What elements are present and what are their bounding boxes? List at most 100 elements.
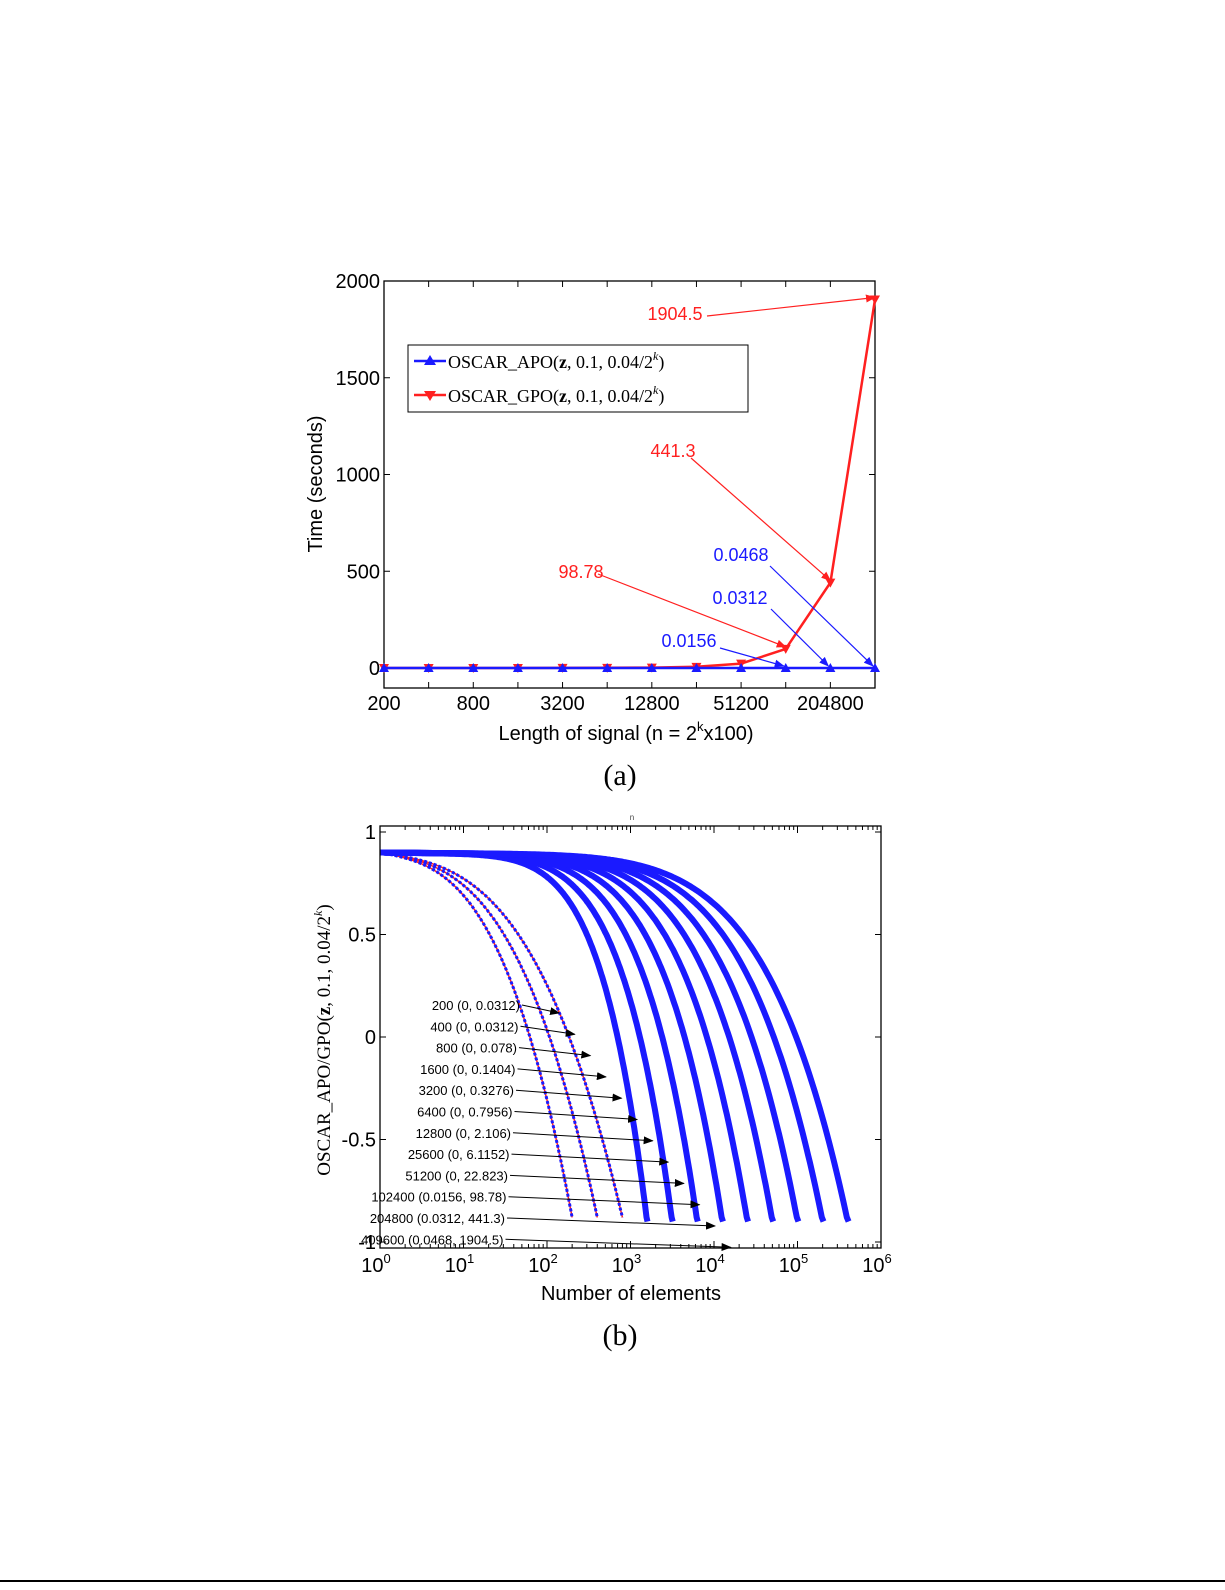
b-curve-apo [380,849,827,1223]
b-curve-label-arrow [514,1111,639,1123]
a-point-apo [557,663,568,672]
a-annotation-arrow [769,565,874,667]
a-x-tick-label: 204800 [797,693,864,715]
b-y-tick-label: 0.5 [348,925,376,947]
b-curve-label-arrow [520,1025,576,1037]
a-y-tick-label: 0 [369,658,380,680]
a-point-apo [691,663,702,672]
b-curve-label-arrow [509,1174,685,1187]
b-curve-gpo [380,851,699,1222]
b-x-tick-label: 103 [612,1251,641,1277]
legend-entry-gpo: OSCAR_GPO(z, 0.1, 0.04/2k) [414,383,664,407]
a-point-apo [870,662,880,672]
a-annotation-label: 0.0156 [661,631,716,651]
a-point-apo [825,662,836,672]
legend-label-apo: OSCAR_APO(z, 0.1, 0.04/2k) [448,349,664,373]
a-y-tick-label: 500 [347,561,380,583]
chart-b: n -1 -0.5 0 0.5 1 100 101 102 103 104 105 106 200 (… [311,813,892,1352]
b-curve-apo [380,849,751,1223]
b-curve-label: 800 (0, 0.078) [436,1041,517,1056]
b-curve-label-arrow [517,1068,607,1081]
b-curve-label-arrow [506,1217,717,1230]
b-x-tick-label: 101 [445,1251,474,1277]
b-curve-gpo [380,851,573,1218]
b-y-tick-label: 1 [365,822,376,844]
b-curve-label: 25600 (0, 6.1152) [408,1147,510,1162]
b-curve-gpo [380,851,599,1218]
b-y-tick-label: -0.5 [342,1130,376,1152]
b-x-tick-label: 104 [695,1251,724,1277]
b-curve-label-arrow [518,1047,592,1059]
b-y-tick-label: 0 [365,1027,376,1049]
legend-label-gpo: OSCAR_GPO(z, 0.1, 0.04/2k) [448,383,664,407]
b-curve-label: 51200 (0, 22.823) [405,1168,508,1183]
chart-a-x-axis-label: Length of signal (n = 2kx100) [498,719,753,745]
b-x-tick-label: 100 [361,1251,390,1277]
a-annotation-arrow [770,608,830,667]
legend-marker-gpo [424,391,436,401]
b-curve-label-arrow [515,1089,623,1102]
a-annotation-label: 0.0468 [713,545,768,565]
a-point-apo [646,663,657,672]
page-bottom-rule [0,1580,1225,1582]
a-x-tick-label: 12800 [624,693,680,715]
caption-a: (a) [603,759,636,792]
b-curve-gpo [380,851,850,1222]
b-curve-label-arrow [521,1004,561,1016]
caption-b: (b) [603,1319,638,1352]
a-annotation-arrow [719,647,785,668]
a-y-tick-label: 1000 [336,465,381,487]
a-annotation-arrow [690,457,832,582]
a-x-tick-label: 51200 [713,693,769,715]
b-curve-label: 102400 (0.0156, 98.78) [371,1190,506,1205]
chart-a-legend: OSCAR_APO(z, 0.1, 0.04/2k) OSCAR_GPO(z, … [407,344,749,413]
a-annotation-label: 98.78 [558,562,603,582]
a-annotation-label: 0.0312 [712,588,767,608]
b-curve-gpo [380,851,825,1222]
b-curve-label: 200 (0, 0.0312) [432,998,520,1013]
a-y-tick-label: 2000 [336,271,381,293]
chart-a-plot-frame [383,280,876,689]
b-curve-label-arrow [505,1238,732,1251]
b-curve-apo [380,849,852,1223]
a-point-gpo [870,295,880,305]
b-x-tick-label: 106 [862,1251,891,1277]
b-curve-label: 12800 (0, 2.106) [416,1126,511,1141]
chart-b-y-axis-label: OSCAR_APO/GPO(z, 0.1, 0.04/2k) [311,904,335,1175]
a-x-tick-label: 200 [367,693,400,715]
b-curve-label: 409600 (0.0468, 1904.5) [361,1232,503,1247]
b-curve-label: 6400 (0, 0.7956) [417,1105,512,1120]
legend-marker-apo [424,355,436,365]
b-curve-label: 3200 (0, 0.3276) [419,1083,514,1098]
b-curve-label: 1600 (0, 0.1404) [420,1062,515,1077]
b-curve-label-arrow [512,1132,654,1145]
b-curve-apo [380,849,701,1223]
b-curve-apo [380,851,599,1218]
a-point-apo [602,663,613,672]
a-annotation-label: 441.3 [650,441,695,461]
a-point-apo [736,663,747,672]
a-annotation-arrow [706,294,876,317]
a-annotation-arrow [597,573,787,648]
b-x-tick-label: 102 [528,1251,557,1277]
a-x-tick-label: 3200 [540,693,585,715]
b-curve-apo [380,851,624,1218]
a-point-apo [423,663,434,672]
a-point-apo [379,663,389,672]
a-point-apo [512,663,523,672]
chart-b-x-axis-label: Number of elements [541,1283,721,1305]
a-x-tick-label: 800 [457,693,490,715]
a-annotation-label: 1904.5 [647,304,702,324]
b-x-tick-label: 105 [779,1251,808,1277]
b-curve-label-arrow [508,1196,701,1209]
chart-a: 0 500 1000 1500 2000 200 800 3200 12800 51200 2048… [305,271,880,792]
b-curve-gpo [380,851,624,1218]
stray-mark: n [630,813,634,822]
a-y-tick-label: 1500 [336,368,381,390]
b-curve-label: 400 (0, 0.0312) [430,1019,518,1034]
a-point-apo [780,662,791,672]
b-curve-apo [380,849,726,1223]
b-y-tick-label: -1 [358,1232,376,1254]
